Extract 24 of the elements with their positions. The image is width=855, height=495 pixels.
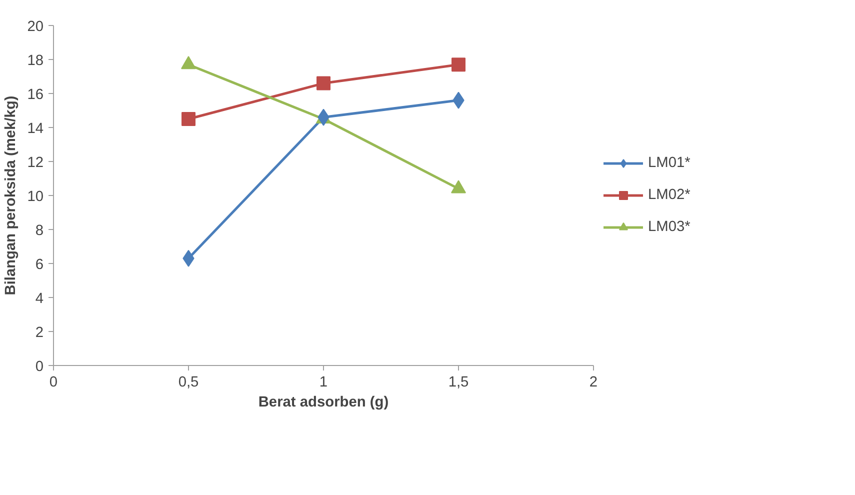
y-tick-label: 14 bbox=[27, 121, 44, 137]
y-tick-label: 2 bbox=[35, 325, 44, 341]
x-tick-label: 0,5 bbox=[178, 374, 199, 390]
y-tick-label: 16 bbox=[27, 87, 44, 103]
x-tick-label: 1,5 bbox=[448, 374, 469, 390]
y-tick-label: 8 bbox=[35, 223, 44, 239]
x-axis-title: Berat adsorben (g) bbox=[258, 394, 389, 410]
y-tick-label: 4 bbox=[35, 291, 44, 307]
y-tick-label: 18 bbox=[27, 53, 44, 69]
point bbox=[452, 58, 466, 72]
y-axis-title: Bilangan peroksida (mek/kg) bbox=[3, 96, 20, 296]
y-tick-label: 0 bbox=[35, 359, 44, 375]
legend-label: LM03* bbox=[648, 219, 692, 235]
point bbox=[182, 112, 196, 126]
y-tick-label: 10 bbox=[27, 189, 44, 205]
y-tick-label: 6 bbox=[35, 257, 44, 273]
x-tick-label: 1 bbox=[319, 374, 328, 390]
x-tick-label: 2 bbox=[589, 374, 598, 390]
x-tick-label: 0 bbox=[49, 374, 58, 390]
y-tick-label: 12 bbox=[27, 155, 44, 171]
y-tick-label: 20 bbox=[27, 19, 44, 35]
point bbox=[316, 76, 330, 90]
legend-label: LM01* bbox=[648, 155, 692, 171]
legend-label: LM02* bbox=[648, 187, 692, 203]
